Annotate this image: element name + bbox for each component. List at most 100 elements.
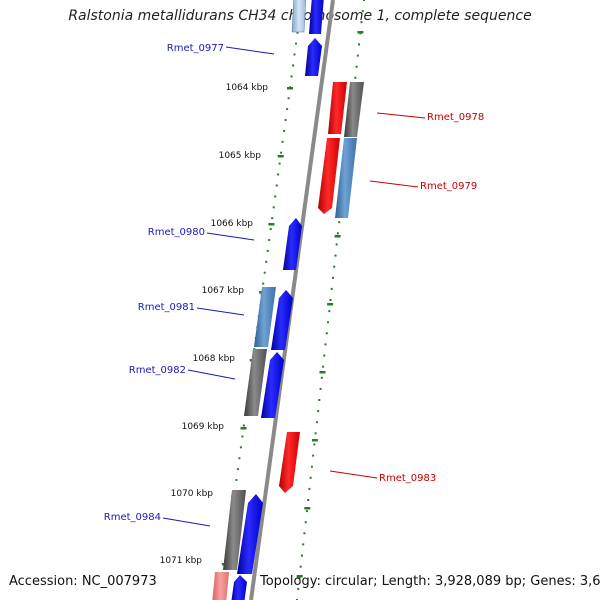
track-dot (327, 321, 329, 324)
track-dot (338, 221, 341, 224)
track-dot (313, 443, 316, 446)
track-dot (287, 97, 290, 100)
track-dot (325, 332, 328, 335)
track-dot (308, 487, 311, 490)
track-dot (263, 271, 266, 274)
track-dot (269, 228, 272, 231)
track-dot (302, 543, 305, 546)
track-dot (236, 468, 239, 471)
scale-label-1068: 1068 kbp (193, 354, 236, 364)
gene-label-rmet-0979[interactable]: Rmet_0979 (420, 181, 477, 192)
track-dot (314, 432, 317, 435)
track-dot (265, 260, 268, 263)
scale-tick (296, 575, 303, 578)
gene-label-rmet-0980[interactable]: Rmet_0980 (148, 227, 205, 238)
gene-arrow-rmet-0977[interactable] (305, 38, 322, 76)
track-dot (301, 554, 303, 557)
track-dot (329, 299, 332, 301)
gene-arrow-rmet-0979[interactable] (318, 138, 340, 214)
gene-label-rmet-0981[interactable]: Rmet_0981 (138, 302, 195, 313)
track-dot (309, 476, 312, 479)
track-dot (284, 119, 287, 121)
track-dot (319, 387, 322, 390)
track-dot (361, 10, 364, 13)
gene-arrow-other-0982[interactable] (244, 349, 267, 416)
gene-label-rmet-0984[interactable]: Rmet_0984 (104, 512, 161, 523)
track-dot (283, 129, 286, 132)
topology-summary: Topology: circular; Length: 3,928,089 bp… (260, 574, 600, 589)
track-dot (262, 282, 265, 285)
gene-arrow-partial-top-blue[interactable] (309, 0, 324, 34)
gene-arrow-pseudo-0979-companion[interactable] (335, 138, 357, 218)
track-dot (318, 399, 321, 401)
gene-arrow-partial-bottom-pink[interactable] (212, 572, 229, 600)
track-dot (304, 521, 307, 524)
scale-tick (304, 507, 311, 510)
track-dot (310, 465, 313, 468)
track-dot (235, 479, 238, 481)
track-dot (324, 343, 327, 346)
gene-arrow-rmet-0984[interactable] (237, 494, 263, 574)
track-dot (293, 53, 296, 56)
gene-arrow-partial-bottom-blue[interactable] (231, 575, 247, 600)
gene-label-rmet-0982[interactable]: Rmet_0982 (129, 365, 186, 376)
gene-arrow-rmet-0980[interactable] (283, 218, 302, 270)
gene-arrow-other-0978-companion[interactable] (344, 82, 364, 137)
track-dot (355, 65, 358, 68)
gene-arrow-rmet-0981[interactable] (271, 290, 293, 350)
scale-tick (277, 155, 284, 158)
track-dot (363, 0, 365, 1)
track-dot (281, 140, 284, 143)
track-dot (335, 243, 338, 246)
track-dot (330, 287, 333, 290)
track-dot (290, 75, 293, 78)
gene-arrow-other-0984[interactable] (223, 490, 246, 570)
track-dot (315, 421, 318, 424)
track-dot (239, 446, 242, 449)
scale-tick (319, 371, 326, 374)
track-dot (360, 21, 363, 24)
track-dot (354, 76, 357, 79)
gene-arrow-rmet-0983[interactable] (279, 432, 300, 493)
track-dot (332, 276, 334, 279)
track-dot (266, 249, 269, 252)
gene-arrow-rmet-0978[interactable] (328, 82, 347, 134)
scale-label-1065: 1065 kbp (219, 151, 262, 161)
scale-tick (268, 223, 275, 226)
scale-label-1069: 1069 kbp (182, 422, 225, 432)
gene-arrow-pseudo-0981[interactable] (254, 287, 276, 347)
accession-label: Accession: NC_007973 (9, 574, 157, 589)
track-dot (275, 184, 278, 187)
scale-tick (240, 427, 247, 430)
track-dot (336, 232, 339, 235)
track-dot (296, 31, 299, 34)
track-dot (317, 410, 320, 413)
track-dot (303, 532, 306, 535)
gene-arrow-partial-top-pale[interactable] (291, 0, 307, 33)
track-dot (305, 510, 308, 513)
track-dot (242, 424, 245, 427)
track-dot (268, 239, 271, 241)
scale-label-1067: 1067 kbp (202, 286, 245, 296)
gene-label-rmet-0983[interactable]: Rmet_0983 (379, 473, 436, 484)
scale-tick (327, 303, 334, 306)
track-dot (299, 565, 302, 568)
track-dot (271, 217, 274, 220)
track-dot (358, 43, 360, 46)
gene-label-rmet-0977[interactable]: Rmet_0977 (167, 43, 224, 54)
track-dot (277, 173, 280, 176)
track-dot (241, 435, 244, 438)
gene-label-rmet-0978[interactable]: Rmet_0978 (427, 112, 484, 123)
track-dot (323, 354, 326, 357)
track-dot (356, 54, 359, 57)
gene-arrow-rmet-0982[interactable] (261, 352, 284, 418)
track-dot (333, 265, 336, 268)
track-dot (272, 206, 275, 209)
track-dot (238, 457, 241, 460)
scale-tick (311, 439, 318, 442)
track-dot (278, 162, 281, 165)
track-dot (334, 254, 337, 257)
scale-labels: 1064 kbp 1065 kbp 1066 kbp 1067 kbp 1068… (160, 83, 269, 566)
scale-label-1066: 1066 kbp (211, 219, 254, 229)
